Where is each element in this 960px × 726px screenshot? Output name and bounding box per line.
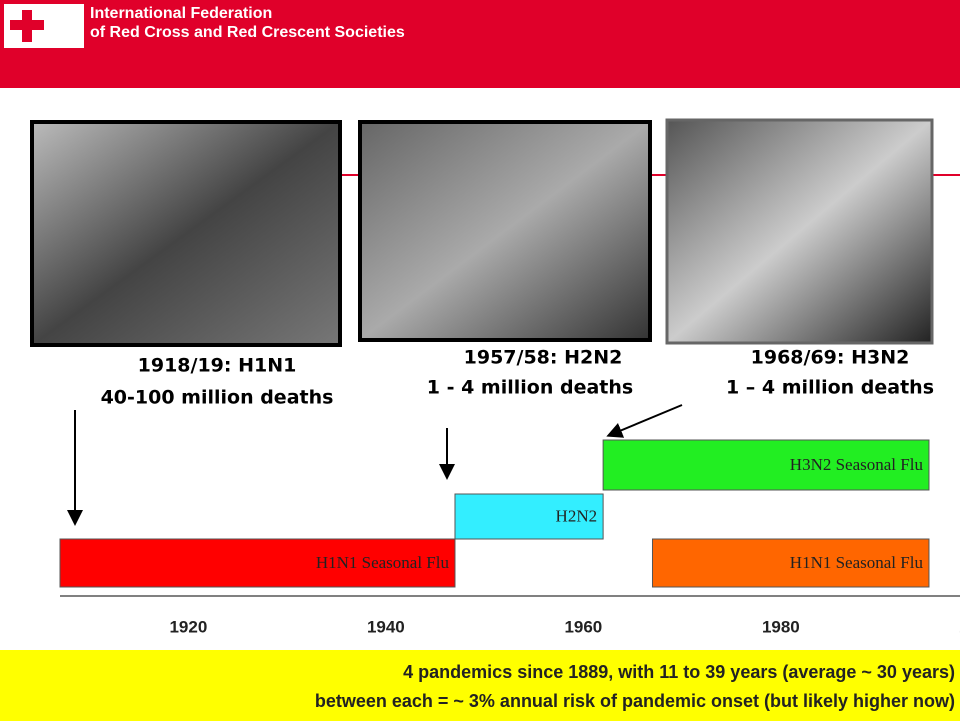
photo — [30, 120, 342, 347]
header-line: of Red Cross and Red Crescent Societies — [90, 24, 405, 41]
photo — [665, 118, 934, 345]
pandemic-deaths: 40-100 million deaths — [101, 387, 334, 409]
pandemic-deaths: 1 - 4 million deaths — [427, 377, 633, 399]
logo-cross — [10, 10, 44, 42]
x-tick-label: 1920 — [169, 617, 207, 636]
period-label: H3N2 Seasonal Flu — [790, 455, 924, 474]
x-tick-label: 1960 — [564, 617, 602, 636]
pandemic-deaths: 1 – 4 million deaths — [726, 377, 934, 399]
footer-line: 4 pandemics since 1889, with 11 to 39 ye… — [403, 662, 955, 682]
x-tick-label: 1980 — [762, 617, 800, 636]
pandemic-label: 1968/69: H3N2 — [751, 347, 910, 369]
period-label: H1N1 Seasonal Flu — [790, 553, 924, 572]
arrow — [606, 404, 683, 438]
pandemic-label: 1957/58: H2N2 — [464, 347, 623, 369]
period-bar — [602, 439, 930, 491]
period-label: H2N2 — [556, 506, 598, 525]
footer-band — [0, 650, 960, 721]
footer-line: between each = ~ 3% annual risk of pande… — [315, 691, 955, 711]
header-line: International Federation — [90, 5, 272, 22]
period-bar — [651, 538, 930, 588]
pandemic-label: 1918/19: H1N1 — [138, 355, 297, 377]
timeline: H1N1 Seasonal Flu H2N2 H3N2 Seasonal Flu H1… — [59, 439, 960, 636]
photo — [358, 120, 652, 342]
header-band — [0, 0, 960, 88]
x-tick-label: 1940 — [367, 617, 405, 636]
period-label: H1N1 Seasonal Flu — [316, 553, 450, 572]
period-bar — [454, 493, 604, 540]
period-bar — [59, 538, 456, 588]
